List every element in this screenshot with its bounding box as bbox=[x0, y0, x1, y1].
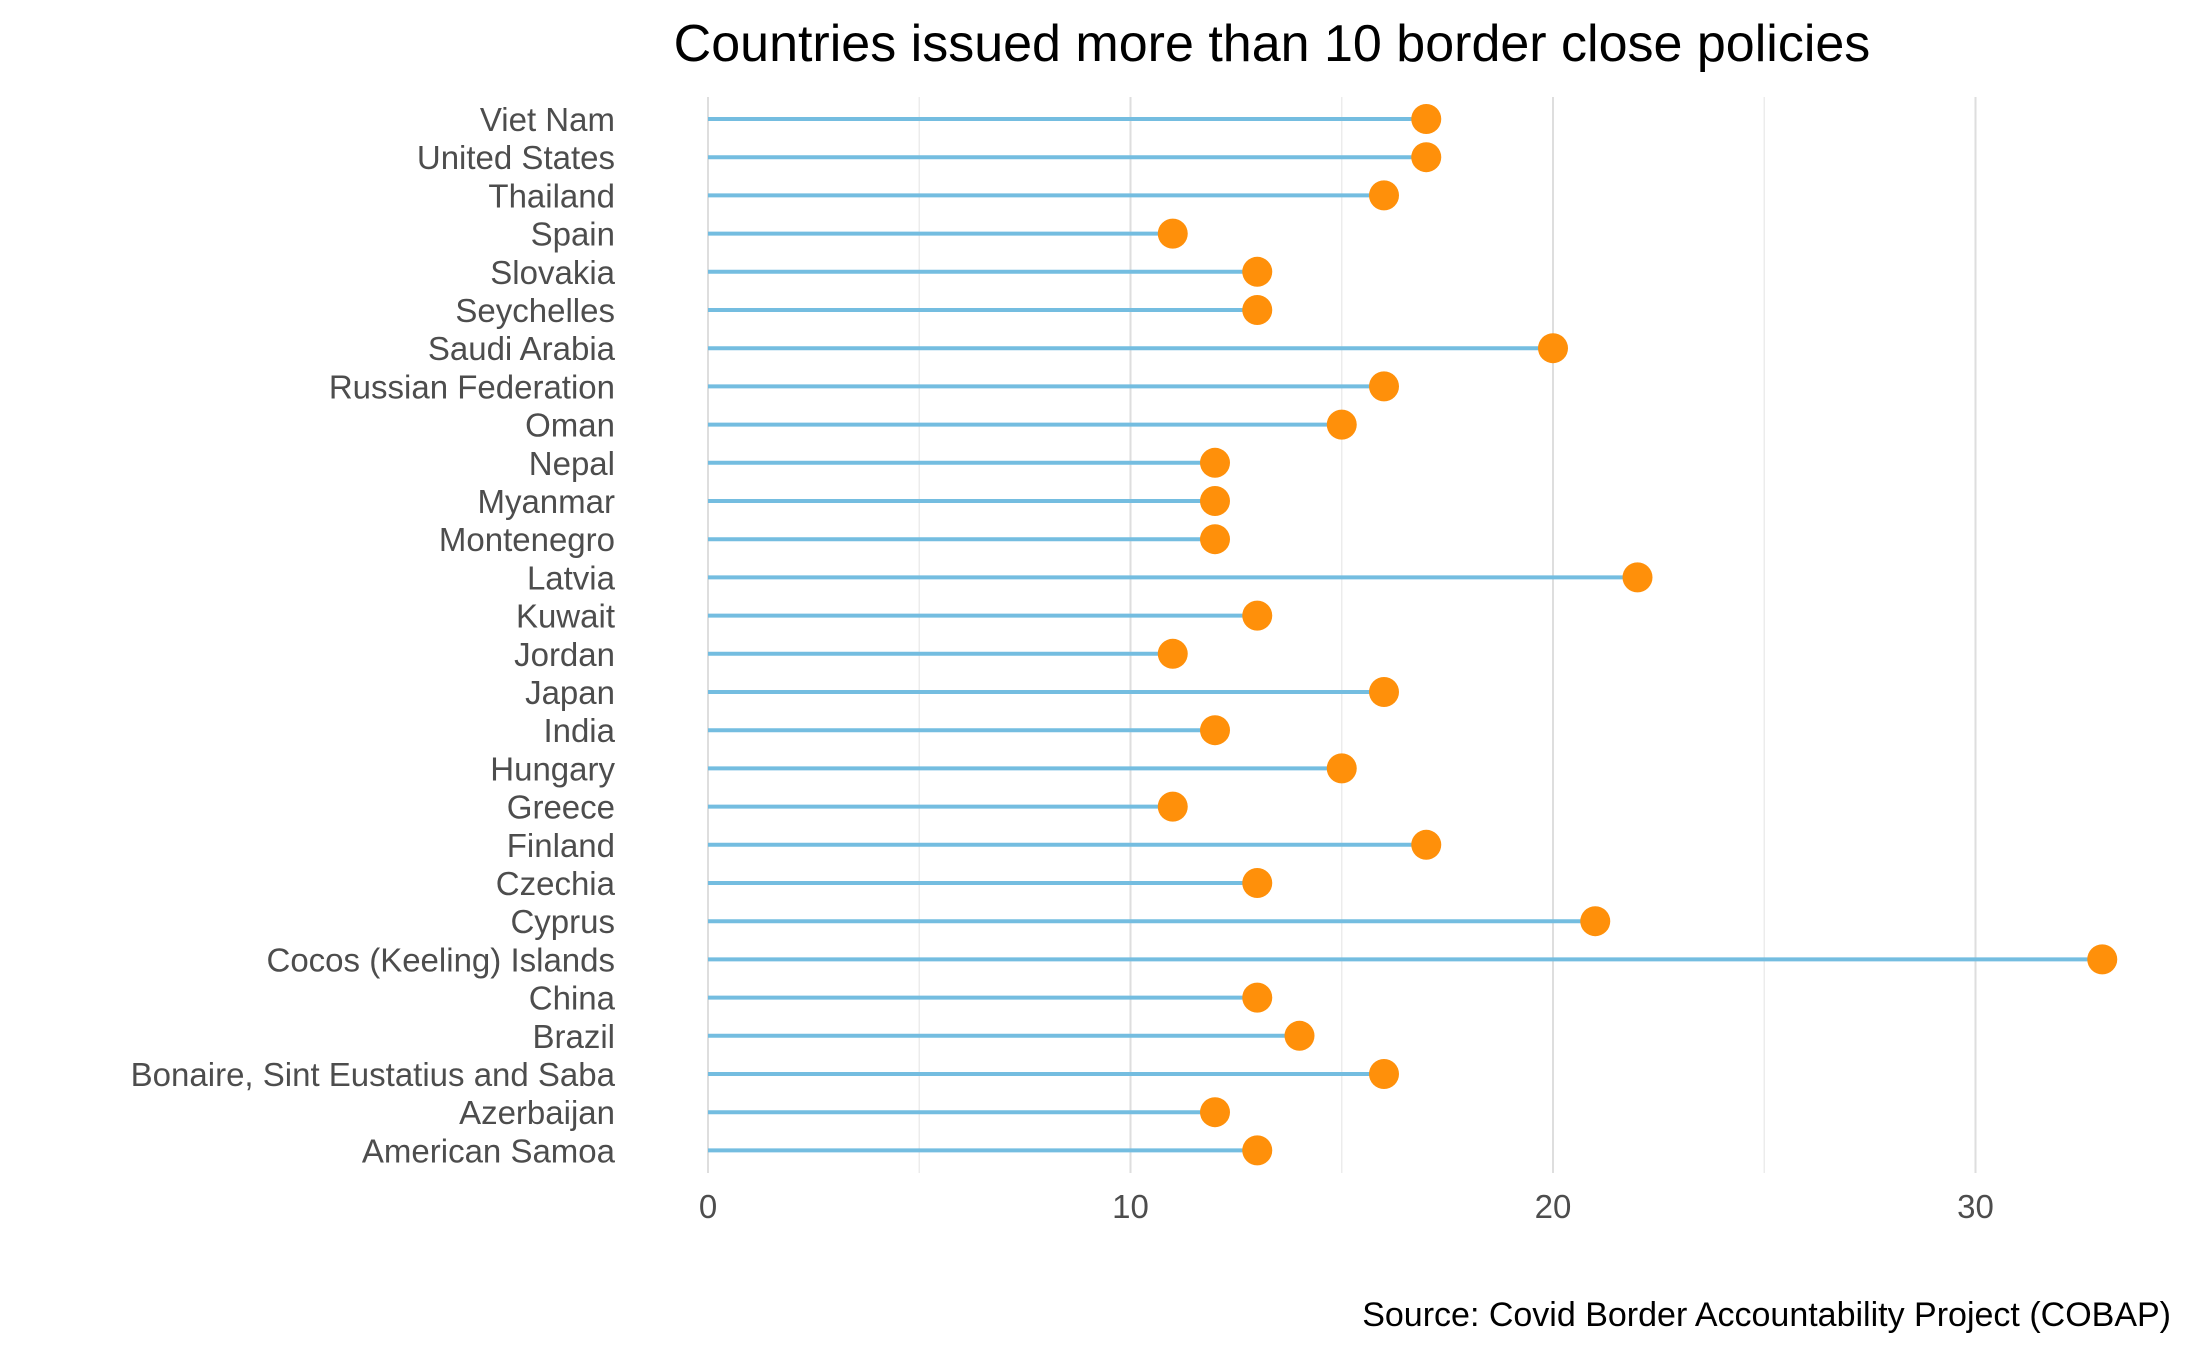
x-tick-layer: 0 10 20 30 bbox=[699, 1188, 1994, 1225]
lollipop-dot bbox=[1326, 409, 1357, 440]
category-label: Cocos (Keeling) Islands bbox=[267, 941, 616, 978]
grid-layer bbox=[707, 97, 1977, 1173]
lollipop-dot bbox=[1369, 180, 1399, 211]
lollipop-dot bbox=[1369, 677, 1399, 707]
lollipop-dot bbox=[1200, 1097, 1230, 1128]
category-label: Hungary bbox=[490, 750, 615, 787]
lollipop-dot bbox=[1242, 868, 1273, 898]
lollipop-dot bbox=[1411, 142, 1442, 173]
chart-title: Countries issued more than 10 border clo… bbox=[673, 15, 1871, 73]
category-label: United States bbox=[417, 139, 615, 176]
category-label: Myanmar bbox=[477, 483, 615, 520]
category-label: Jordan bbox=[514, 636, 615, 673]
category-label: Saudi Arabia bbox=[428, 330, 616, 367]
lollipop-dot bbox=[1157, 638, 1188, 669]
lollipop-dot bbox=[1242, 600, 1273, 631]
dot-layer bbox=[1157, 104, 2118, 1166]
category-label: Cyprus bbox=[510, 903, 615, 940]
category-label: China bbox=[529, 980, 616, 1017]
lollipop-dot bbox=[1369, 371, 1399, 402]
lollipop-dot bbox=[1284, 1020, 1315, 1051]
category-label: Japan bbox=[525, 674, 615, 711]
x-tick-label: 20 bbox=[1535, 1188, 1572, 1225]
category-label: Azerbaijan bbox=[459, 1094, 615, 1131]
lollipop-dot bbox=[1622, 562, 1653, 593]
lollipop-dot bbox=[1242, 256, 1273, 287]
category-label: Spain bbox=[531, 216, 615, 253]
lollipop-dot bbox=[1200, 715, 1230, 746]
lollipop-dot bbox=[1200, 524, 1230, 555]
lollipop-dot bbox=[2087, 944, 2118, 975]
category-label: Thailand bbox=[488, 177, 615, 214]
lollipop-dot bbox=[1157, 218, 1188, 249]
x-tick-label: 0 bbox=[699, 1188, 717, 1225]
category-label: Brazil bbox=[532, 1018, 615, 1055]
category-label: Bonaire, Sint Eustatius and Saba bbox=[131, 1056, 616, 1093]
category-label: Nepal bbox=[529, 445, 615, 482]
category-label: Czechia bbox=[496, 865, 616, 902]
category-label: Finland bbox=[507, 827, 615, 864]
chart-caption: Source: Covid Border Accountability Proj… bbox=[1362, 1296, 2171, 1334]
category-label: Greece bbox=[507, 789, 615, 826]
lollipop-dot bbox=[1369, 1059, 1399, 1089]
category-label: Oman bbox=[525, 407, 615, 444]
category-label: India bbox=[543, 712, 615, 749]
lollipop-dot bbox=[1200, 447, 1230, 478]
x-tick-label: 30 bbox=[1957, 1188, 1994, 1225]
lollipop-dot bbox=[1411, 104, 1442, 134]
category-label: Montenegro bbox=[439, 521, 615, 558]
stem-layer bbox=[708, 117, 2103, 1153]
category-label: Slovakia bbox=[490, 254, 615, 291]
category-label: Kuwait bbox=[516, 598, 615, 635]
lollipop-dot bbox=[1157, 791, 1188, 822]
category-label: Russian Federation bbox=[329, 368, 615, 405]
category-label: Viet Nam bbox=[480, 101, 615, 138]
lollipop-dot bbox=[1538, 333, 1568, 364]
lollipop-dot bbox=[1200, 486, 1230, 516]
lollipop-dot bbox=[1242, 295, 1273, 325]
lollipop-dot bbox=[1326, 753, 1357, 784]
category-label: Latvia bbox=[527, 559, 616, 596]
category-label: American Samoa bbox=[362, 1132, 616, 1169]
lollipop-dot bbox=[1242, 1135, 1273, 1166]
x-tick-label: 10 bbox=[1112, 1188, 1149, 1225]
lollipop-dot bbox=[1411, 829, 1442, 860]
lollipop-dot bbox=[1242, 982, 1273, 1013]
lollipop-dot bbox=[1580, 906, 1611, 937]
category-label: Seychelles bbox=[455, 292, 615, 329]
